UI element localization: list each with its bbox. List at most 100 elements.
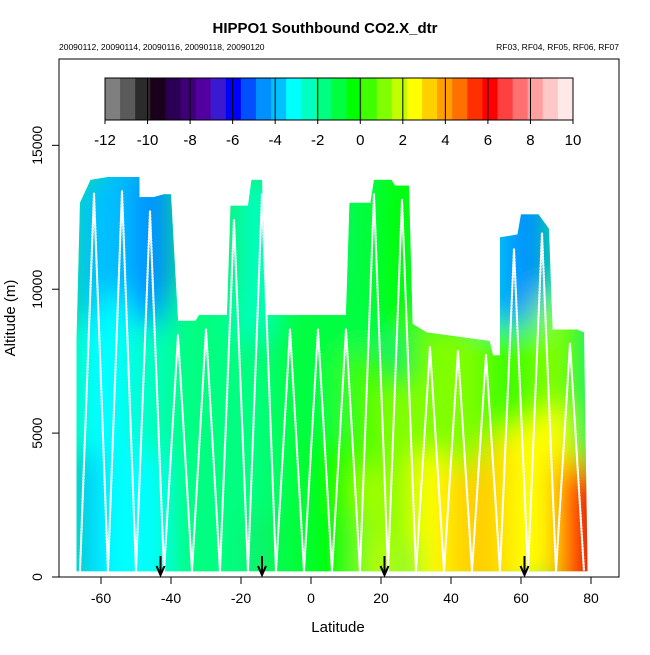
colorbar-tick-label-6: 0 bbox=[356, 132, 364, 149]
flight-leg-3 bbox=[120, 190, 138, 572]
flight-leg-0 bbox=[78, 192, 96, 572]
flight-leg-21 bbox=[372, 193, 390, 572]
colorbar-swatch-18 bbox=[376, 78, 393, 120]
flight-leg-22 bbox=[386, 198, 404, 572]
flight-leg-25 bbox=[428, 346, 446, 572]
colorbar-swatch-23 bbox=[452, 78, 468, 120]
chart-subtitle-flights: RF03, RF04, RF05, RF06, RF07 bbox=[496, 42, 619, 52]
flight-leg-34 bbox=[554, 342, 572, 572]
flight-leg-24 bbox=[414, 346, 432, 572]
colorbar-swatch-24 bbox=[467, 78, 483, 120]
y-axis: 0 5000 10000 15000 bbox=[29, 126, 59, 581]
colorbar-swatch-7 bbox=[210, 78, 227, 120]
colorbar-tick-label-8: 4 bbox=[441, 132, 449, 149]
x-tick-label-4: 20 bbox=[373, 590, 389, 606]
colorbar-swatch-28 bbox=[527, 78, 544, 120]
flight-leg-12 bbox=[246, 193, 264, 572]
flight-leg-1 bbox=[92, 192, 110, 572]
y-axis-label: Altitude (m) bbox=[2, 280, 19, 357]
x-tick-label-6: 60 bbox=[513, 590, 529, 606]
y-tick-label-3: 15000 bbox=[29, 126, 45, 165]
flight-leg-10 bbox=[218, 219, 236, 572]
colorbar-swatch-2 bbox=[135, 78, 151, 120]
colorbar-swatch-20 bbox=[406, 78, 423, 120]
x-tick-label-5: 40 bbox=[443, 590, 459, 606]
colorbar-swatch-3 bbox=[150, 78, 166, 120]
y-tick-label-0: 0 bbox=[29, 573, 45, 581]
colorbar-tick-label-9: 6 bbox=[484, 132, 492, 149]
colorbar-tick-label-7: 2 bbox=[399, 132, 407, 149]
flight-leg-33 bbox=[540, 232, 558, 572]
x-tick-label-0: -60 bbox=[91, 590, 111, 606]
flight-leg-27 bbox=[456, 349, 474, 572]
date-arrow-head-1 bbox=[257, 565, 267, 578]
colorbar-swatch-16 bbox=[346, 78, 363, 120]
flight-leg-17 bbox=[316, 328, 334, 572]
colorbar-tick-label-11: 10 bbox=[565, 132, 582, 149]
colorbar-tick-label-3: -6 bbox=[226, 132, 239, 149]
colorbar-swatch-5 bbox=[180, 78, 197, 120]
colorbar-swatch-27 bbox=[512, 78, 529, 120]
colorbar-swatch-0 bbox=[105, 78, 121, 120]
flight-leg-11 bbox=[232, 219, 250, 572]
flight-leg-19 bbox=[344, 328, 362, 572]
date-arrow-head-2 bbox=[379, 565, 390, 578]
colorbar-swatch-8 bbox=[225, 78, 242, 120]
flight-leg-28 bbox=[470, 353, 488, 572]
colorbar-swatch-14 bbox=[316, 78, 332, 120]
flight-leg-35 bbox=[568, 342, 586, 572]
colorbar-swatch-30 bbox=[557, 78, 574, 120]
colorbar-swatch-25 bbox=[482, 78, 499, 120]
flight-leg-4 bbox=[134, 210, 152, 572]
colorbar-swatch-4 bbox=[165, 78, 181, 120]
x-axis: -60 -40 -20 0 20 40 60 80 bbox=[91, 577, 599, 606]
flight-leg-7 bbox=[176, 334, 194, 572]
y-tick-label-2: 10000 bbox=[29, 270, 45, 309]
colorbar-swatch-9 bbox=[240, 78, 257, 120]
colorbar-swatch-11 bbox=[271, 78, 287, 120]
colorbar-tick-label-1: -10 bbox=[137, 132, 159, 149]
colorbar-tick-label-2: -8 bbox=[183, 132, 196, 149]
x-tick-label-3: 0 bbox=[307, 590, 315, 606]
date-arrows bbox=[155, 556, 530, 578]
x-tick-label-1: -40 bbox=[161, 590, 181, 606]
colorbar-tick-label-10: 8 bbox=[526, 132, 534, 149]
flight-leg-20 bbox=[358, 193, 376, 572]
colorbar-swatch-10 bbox=[255, 78, 272, 120]
flight-leg-31 bbox=[512, 248, 530, 572]
flight-leg-30 bbox=[498, 248, 516, 572]
flight-leg-14 bbox=[274, 328, 292, 572]
chart-title: HIPPO1 Southbound CO2.X_dtr bbox=[212, 20, 437, 37]
colorbar-swatch-13 bbox=[301, 78, 317, 120]
flight-leg-18 bbox=[330, 328, 348, 572]
chart-subtitle-dates: 20090112, 20090114, 20090116, 20090118, … bbox=[59, 42, 265, 52]
date-arrow-head-3 bbox=[519, 565, 530, 578]
flight-leg-5 bbox=[148, 210, 166, 572]
x-tick-label-7: 80 bbox=[583, 590, 599, 606]
colorbar-swatch-6 bbox=[195, 78, 212, 120]
colorbar: -12 -10 -8 -6 -4 -2 0 2 4 6 8 10 bbox=[94, 77, 582, 149]
plot-frame bbox=[58, 58, 620, 578]
colorbar-swatch-21 bbox=[422, 78, 438, 120]
flight-leg-15 bbox=[288, 328, 306, 572]
colorbar-swatch-12 bbox=[286, 78, 302, 120]
flight-track-lines bbox=[78, 190, 586, 572]
flight-leg-9 bbox=[204, 328, 222, 572]
colorbar-tick-label-0: -12 bbox=[94, 132, 116, 149]
y-tick-label-1: 5000 bbox=[29, 417, 45, 448]
flight-leg-23 bbox=[400, 198, 418, 572]
colorbar-tick-label-4: -4 bbox=[269, 132, 282, 149]
x-axis-label: Latitude bbox=[311, 619, 364, 636]
flight-leg-8 bbox=[190, 328, 208, 572]
flight-leg-2 bbox=[106, 190, 124, 572]
flight-leg-6 bbox=[162, 334, 180, 572]
x-tick-label-2: -20 bbox=[231, 590, 251, 606]
flight-leg-26 bbox=[442, 349, 460, 572]
colorbar-swatch-17 bbox=[361, 78, 378, 120]
flight-leg-29 bbox=[484, 353, 502, 572]
date-arrow-head-0 bbox=[155, 565, 166, 578]
colorbar-swatch-19 bbox=[391, 78, 408, 120]
colorbar-swatch-1 bbox=[120, 78, 136, 120]
